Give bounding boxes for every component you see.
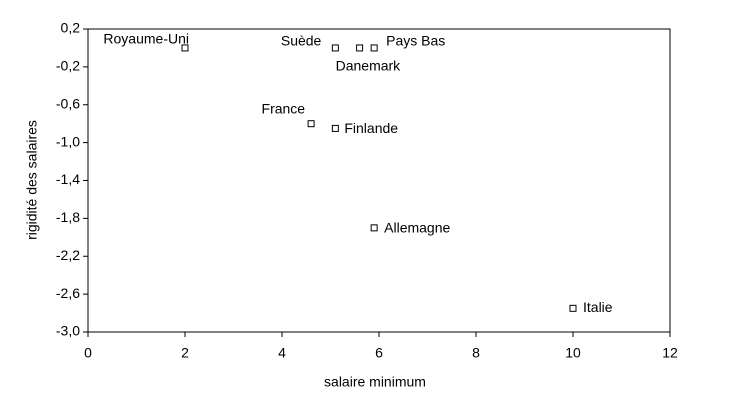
y-tick-label: -2,2 (56, 247, 80, 263)
y-tick-label: 0,2 (61, 20, 81, 36)
point-label: France (262, 100, 306, 116)
point-label: Suède (281, 33, 322, 49)
x-tick-label: 12 (662, 345, 678, 361)
point (331, 124, 339, 132)
plot-frame (87, 28, 671, 333)
point (370, 224, 378, 232)
x-tick-label: 2 (181, 345, 189, 361)
y-tick-label: -3,0 (56, 323, 80, 339)
point (569, 304, 577, 312)
point-label: Allemagne (384, 220, 450, 236)
x-tick-label: 6 (375, 345, 383, 361)
x-axis-title: salaire minimum (324, 374, 426, 390)
x-tick-label: 4 (278, 345, 286, 361)
y-tick-label: -1,0 (56, 133, 80, 149)
x-tick-label: 0 (84, 345, 92, 361)
point-label: Finlande (344, 120, 398, 136)
point-label: Pays Bas (386, 33, 445, 49)
point (370, 44, 378, 52)
y-axis-title: rigidité des salaires (24, 120, 40, 240)
point (356, 44, 364, 52)
point (307, 120, 315, 128)
y-tick-label: -2,6 (56, 285, 80, 301)
point-label: Royaume-Uni (103, 31, 189, 47)
y-tick-label: -0,6 (56, 95, 80, 111)
point-label: Italie (583, 299, 613, 315)
x-tick-label: 10 (565, 345, 581, 361)
y-tick-label: -0,2 (56, 58, 80, 74)
point (181, 44, 189, 52)
y-tick-label: -1,4 (56, 171, 80, 187)
point-label: Danemark (336, 58, 402, 74)
x-tick-label: 8 (472, 345, 480, 361)
y-tick-label: -1,8 (56, 209, 80, 225)
point (331, 44, 339, 52)
